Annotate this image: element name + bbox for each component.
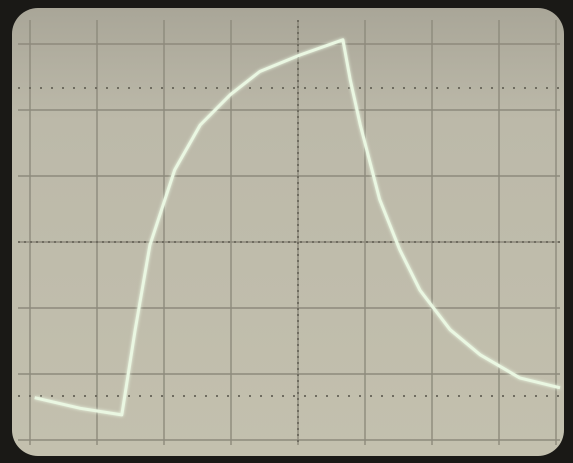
- screen: [12, 8, 564, 456]
- scope-screen: [0, 0, 573, 463]
- page: (() => { const data = JSON.parse(documen…: [0, 0, 573, 463]
